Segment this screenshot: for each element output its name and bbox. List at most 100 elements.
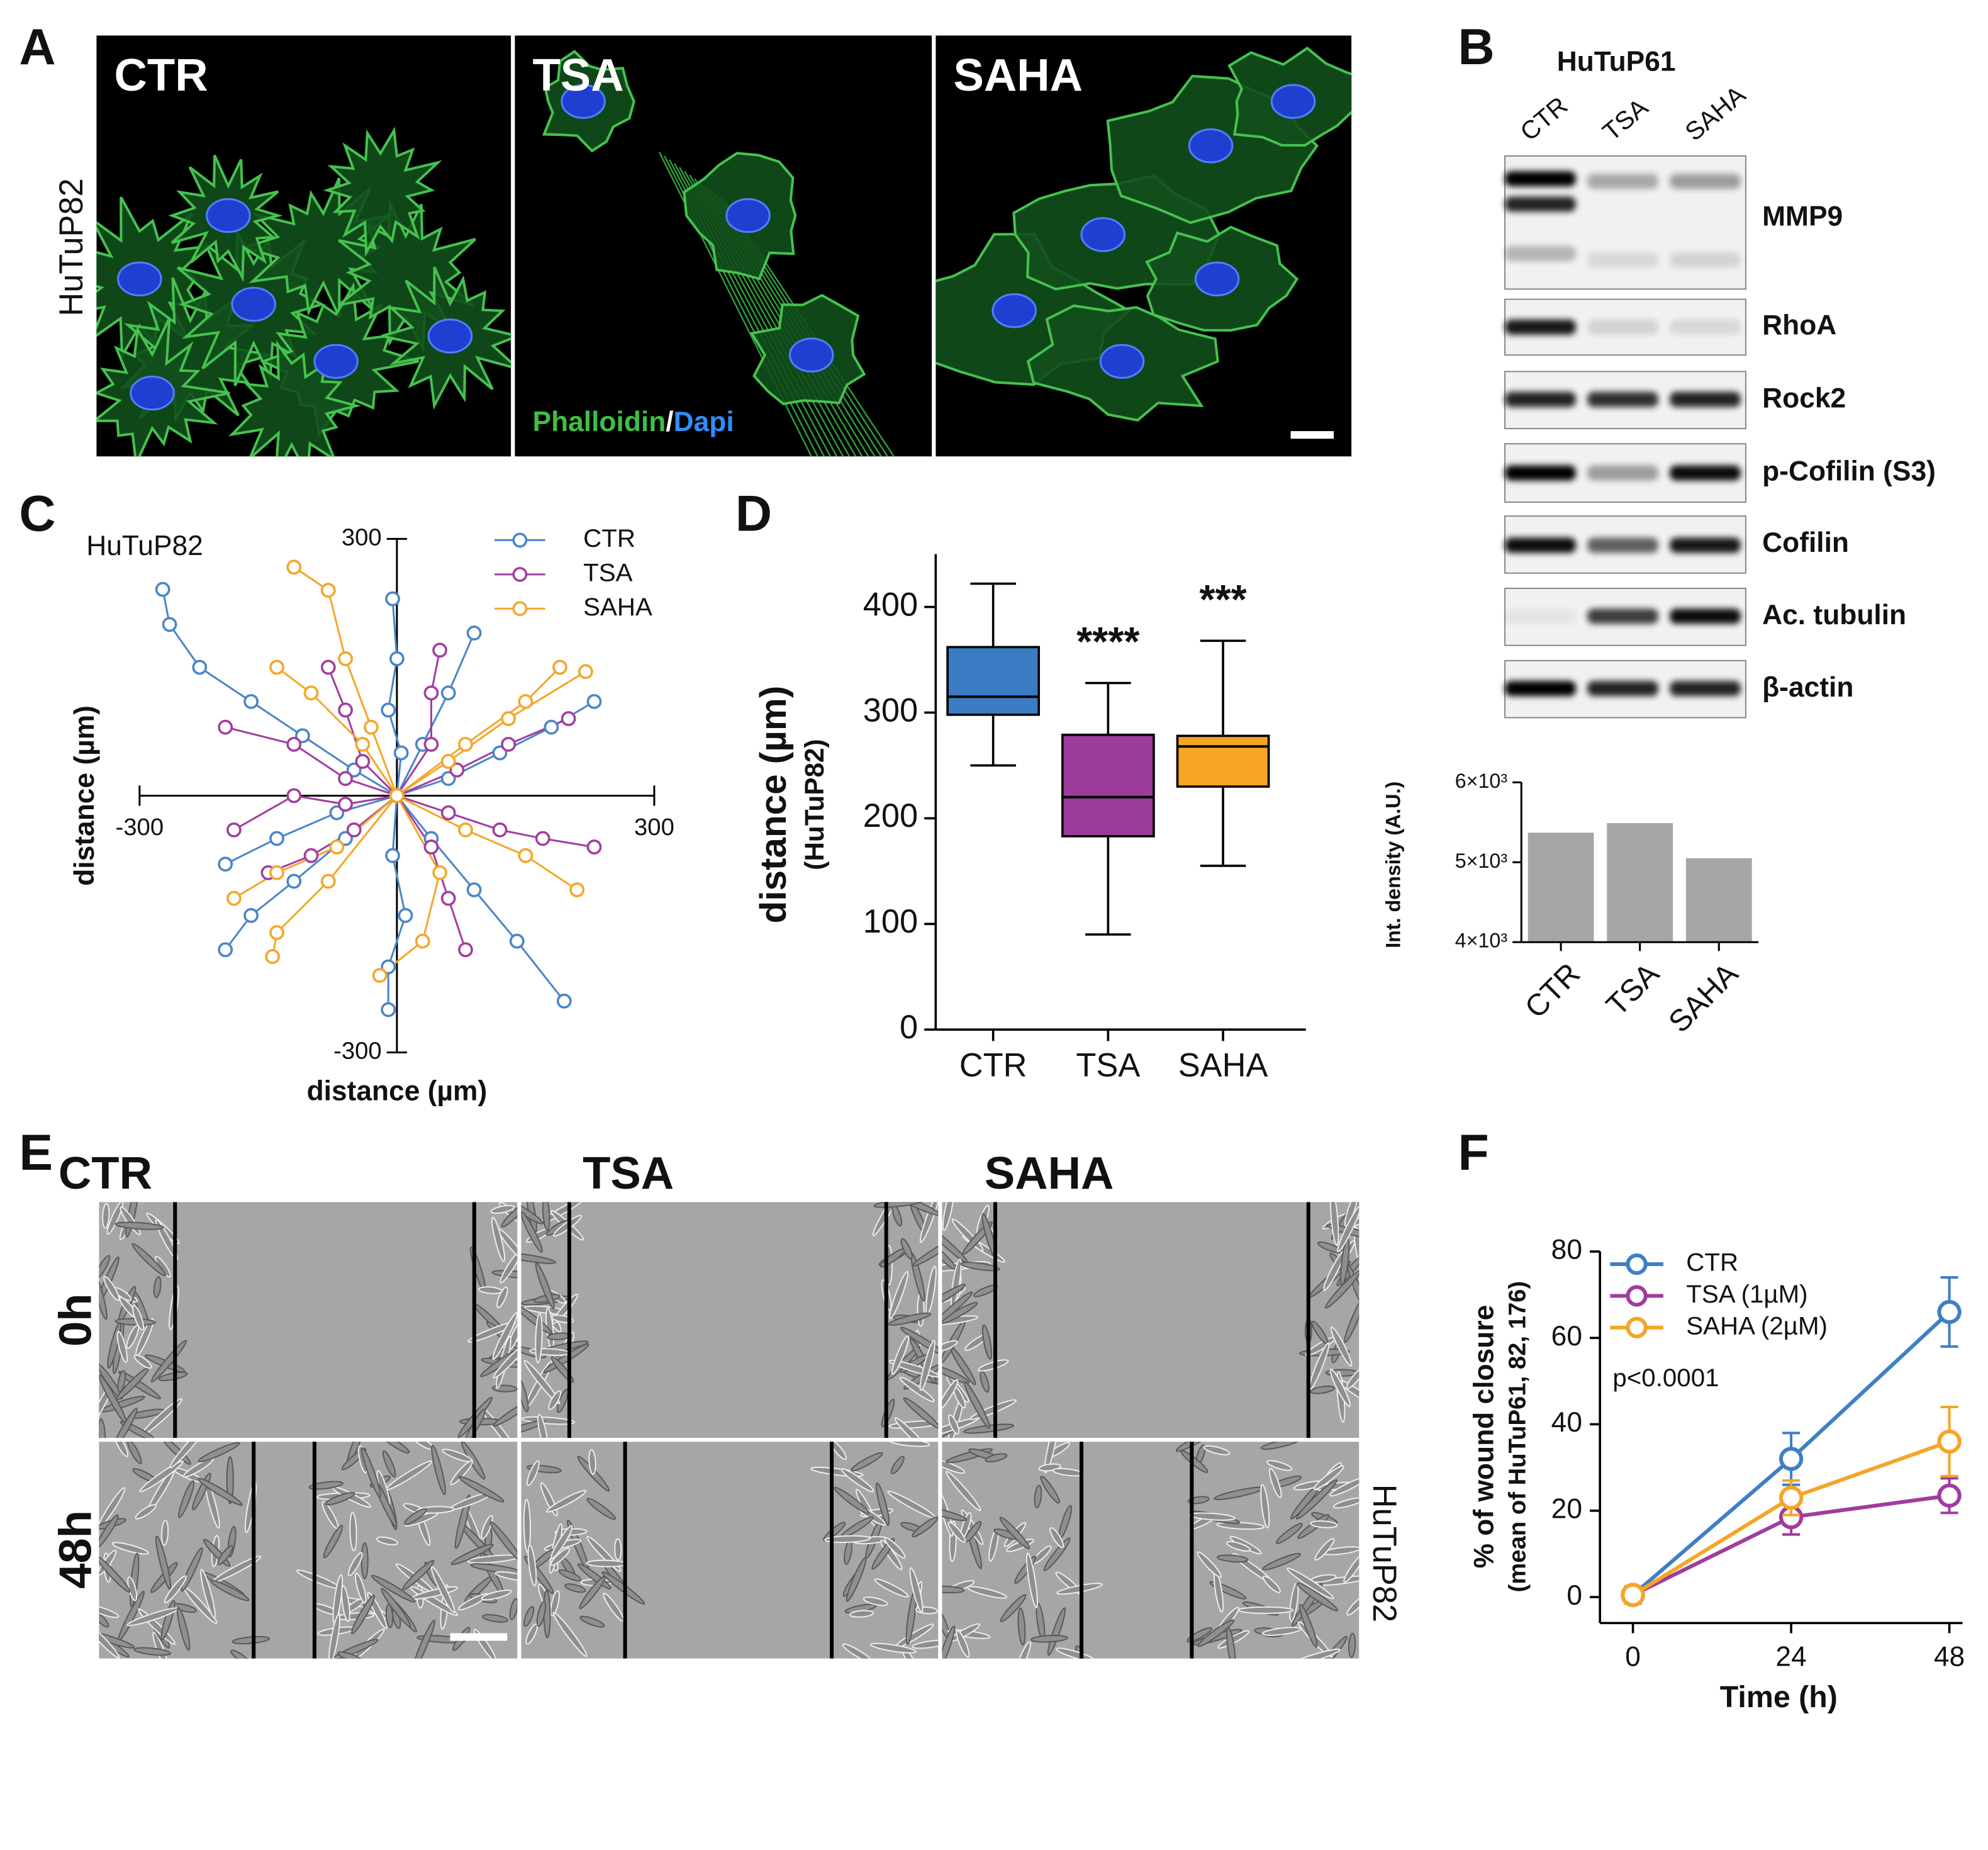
cell [919,1340,935,1391]
cell [99,1620,120,1659]
condition-label: SAHA [954,50,1083,101]
cell [402,1560,435,1591]
track-point [544,719,559,735]
cell [349,1511,357,1552]
track-point [509,933,525,949]
x-tick-label: 300 [634,814,674,841]
image-group [942,1202,1360,1438]
cell [181,1547,203,1592]
image-group [521,1442,939,1659]
track-point [218,856,233,872]
track-point [518,693,533,709]
track-point [286,788,302,804]
track-point [393,745,409,761]
image-group [935,35,1352,457]
cell [360,1447,381,1498]
cell [535,1313,543,1364]
cell [890,1455,905,1475]
cell [197,1477,243,1506]
box [1061,733,1155,838]
cell [1263,1575,1281,1593]
track-point [381,959,396,975]
cell [232,1635,270,1645]
cell [947,1414,959,1435]
cell [912,1236,939,1267]
cell [556,1389,569,1413]
legend-marker [1626,1316,1648,1338]
track-point [243,907,259,923]
track-point [492,822,508,838]
cell [416,1506,455,1514]
track-point [449,762,465,778]
cell [558,1569,582,1582]
track-point [329,839,345,855]
cell-line: HuTuP61 [1557,46,1676,77]
cell [489,1521,518,1563]
cell [376,1536,399,1545]
cell [382,1450,396,1477]
cell [947,1522,966,1543]
track-point [578,664,593,680]
band [1505,391,1576,407]
cell [874,1578,909,1598]
cell [1015,1641,1032,1659]
cell [1343,1553,1360,1583]
cell [1310,1520,1338,1528]
condition-label: CTR [114,50,208,101]
legend-marker [512,532,528,548]
cell [328,1613,340,1659]
x-tick-label: 24 [1775,1641,1806,1672]
cell [999,1516,1030,1550]
cell [99,1271,108,1320]
scale-bar [450,1633,508,1641]
cell [164,1575,187,1604]
track-point [492,745,508,761]
cell [899,1376,935,1403]
cell [537,1413,548,1438]
track-point [286,559,302,575]
cell [1275,1523,1303,1544]
cell [521,1211,543,1253]
cell [1047,1607,1066,1656]
track-point [501,711,517,726]
y-tick-label: 20 [1551,1494,1582,1525]
cell [1329,1202,1339,1246]
legend-marker [512,566,528,582]
cell [116,1331,128,1363]
track-point [440,805,456,821]
cell [323,1525,343,1559]
track-point [338,771,353,787]
band [1587,465,1658,481]
nucleus [789,337,834,373]
track-point [269,925,284,940]
cell [371,1574,416,1603]
band [1670,391,1741,407]
track-point [218,942,233,958]
track-point [466,882,482,897]
nucleus [1099,344,1145,379]
y-tick-label: 40 [1551,1407,1582,1438]
cell [491,1216,505,1262]
panel-label: A [19,19,55,76]
cell [490,1204,515,1214]
track-point [162,617,177,632]
scale-bar [1290,431,1334,439]
track-point [432,865,447,880]
band [1670,174,1741,189]
band [1505,245,1576,262]
nucleus [1188,128,1234,164]
micrograph [942,1202,1360,1438]
cell [1353,1226,1360,1269]
cell [586,1498,617,1520]
panel-label: F [1458,1124,1489,1181]
cell [960,1262,1000,1272]
band [1670,252,1741,268]
lane-label: TSA [1597,93,1653,147]
cell [169,1442,208,1469]
y-tick-label: 4×10³ [1455,929,1508,952]
cell [550,1590,560,1617]
cell [1216,1522,1265,1530]
track-point [458,822,473,838]
cell [200,1569,216,1619]
cell [132,1304,145,1331]
